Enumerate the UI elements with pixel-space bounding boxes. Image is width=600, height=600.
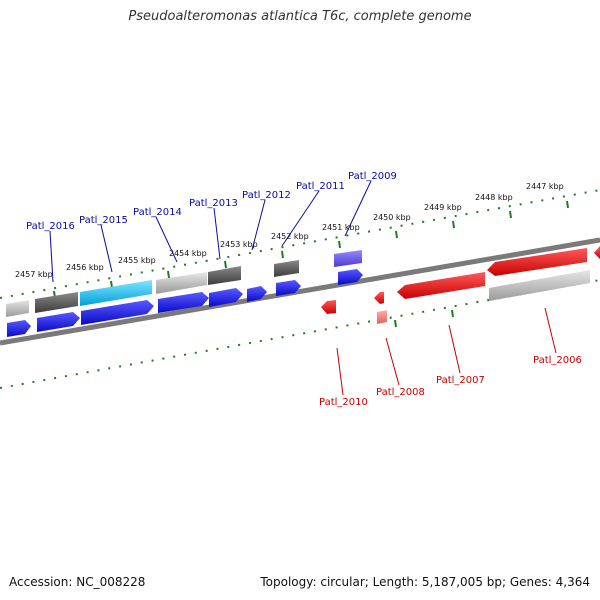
leader-line <box>336 347 344 396</box>
major-tick <box>452 220 455 229</box>
leader-line <box>544 307 557 354</box>
leader-line <box>385 337 400 386</box>
gene-feature[interactable] <box>208 266 241 285</box>
major-tick <box>224 260 227 269</box>
scale-label: 2454 kbp <box>169 249 207 258</box>
gene-label-patl-2007[interactable]: Patl_2007 <box>436 375 485 386</box>
genome-summary-text: Topology: circular; Length: 5,187,005 bp… <box>260 575 590 589</box>
gene-feature[interactable] <box>594 246 600 259</box>
gene-feature[interactable] <box>276 280 301 296</box>
leader-line <box>155 216 178 263</box>
major-tick <box>281 250 284 259</box>
scale-label: 2451 kbp <box>322 223 360 232</box>
leader-line <box>213 207 221 260</box>
gene-label-patl-2010[interactable]: Patl_2010 <box>319 397 368 408</box>
gene-label-patl-2013[interactable]: Patl_2013 <box>189 198 238 209</box>
leader-line <box>251 199 266 251</box>
accession-text: Accession: NC_008228 <box>9 575 146 589</box>
gene-feature[interactable] <box>209 288 243 307</box>
scale-label: 2452 kbp <box>271 232 309 241</box>
major-tick <box>451 309 454 318</box>
scale-label: 2449 kbp <box>424 203 462 212</box>
gene-label-patl-2011[interactable]: Patl_2011 <box>296 181 345 192</box>
leader-line <box>49 230 54 283</box>
gene-feature[interactable] <box>487 248 587 276</box>
leader-line <box>344 180 372 237</box>
map-title: Pseudoalteromonas atlantica T6c, complet… <box>128 9 472 24</box>
scale-labels: 2457 kbp 2456 kbp 2455 kbp 2454 kbp 2453… <box>15 182 564 279</box>
scale-label: 2450 kbp <box>373 213 411 222</box>
gene-label-patl-2016[interactable]: Patl_2016 <box>26 221 75 232</box>
gene-feature[interactable] <box>334 250 362 267</box>
genome-backbone <box>0 237 600 346</box>
gene-feature[interactable] <box>80 280 152 306</box>
gene-feature[interactable] <box>377 310 387 324</box>
gene-feature[interactable] <box>158 292 209 313</box>
gene-feature[interactable] <box>81 300 154 325</box>
scale-label: 2447 kbp <box>526 182 564 191</box>
outer-tick-ring <box>0 189 600 299</box>
reverse-leaders <box>336 307 557 396</box>
scale-label: 2455 kbp <box>118 256 156 265</box>
major-tick <box>167 270 170 279</box>
gene-track <box>6 250 363 337</box>
leader-line <box>448 324 461 374</box>
gene-track-reverse <box>321 246 600 324</box>
gene-label-patl-2014[interactable]: Patl_2014 <box>133 207 182 218</box>
major-tick <box>509 210 512 219</box>
gene-label-patl-2006[interactable]: Patl_2006 <box>533 355 582 366</box>
gene-feature[interactable] <box>37 312 80 332</box>
gene-feature[interactable] <box>338 269 363 285</box>
major-tick <box>395 230 398 239</box>
leader-line <box>281 190 320 247</box>
gene-feature[interactable] <box>156 272 207 294</box>
gene-feature[interactable] <box>35 292 78 313</box>
scale-label: 2456 kbp <box>66 263 104 272</box>
gene-label-patl-2012[interactable]: Patl_2012 <box>242 190 291 201</box>
gene-labels: Patl_2016 Patl_2015 Patl_2014 Patl_2013 … <box>26 171 582 408</box>
gene-label-patl-2009[interactable]: Patl_2009 <box>348 171 397 182</box>
scale-label: 2457 kbp <box>15 270 53 279</box>
gene-label-patl-2008[interactable]: Patl_2008 <box>376 387 425 398</box>
gene-feature[interactable] <box>247 286 267 302</box>
gene-feature[interactable] <box>274 260 299 277</box>
gene-feature[interactable] <box>7 320 31 337</box>
gene-feature[interactable] <box>374 292 384 304</box>
gene-feature[interactable] <box>6 300 29 317</box>
scale-label: 2453 kbp <box>220 240 258 249</box>
gene-feature[interactable] <box>397 272 485 299</box>
scale-label: 2448 kbp <box>475 193 513 202</box>
gene-label-patl-2015[interactable]: Patl_2015 <box>79 215 128 226</box>
major-tick <box>338 240 341 249</box>
forward-leaders <box>49 180 372 283</box>
major-tick <box>394 319 397 328</box>
gene-feature[interactable] <box>489 270 590 301</box>
gene-feature[interactable] <box>321 300 336 314</box>
major-tick <box>566 200 569 209</box>
leader-line <box>100 224 113 273</box>
